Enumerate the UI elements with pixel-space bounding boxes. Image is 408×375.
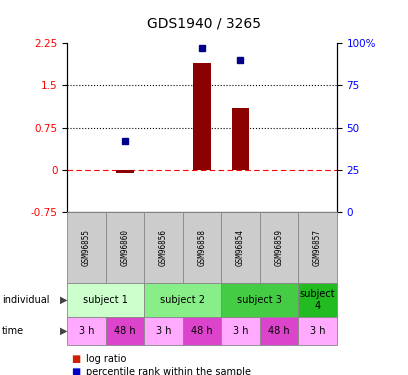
Text: 48 h: 48 h [114,326,136,336]
Text: ■: ■ [71,367,81,375]
Text: log ratio: log ratio [86,354,126,364]
Text: 48 h: 48 h [191,326,213,336]
Text: GSM96859: GSM96859 [275,229,284,266]
Text: subject 3: subject 3 [237,295,282,305]
Text: GSM96854: GSM96854 [236,229,245,266]
Text: 48 h: 48 h [268,326,290,336]
Text: GSM96855: GSM96855 [82,229,91,266]
Text: 3 h: 3 h [233,326,248,336]
Text: 3 h: 3 h [310,326,325,336]
Text: 3 h: 3 h [79,326,94,336]
Text: 3 h: 3 h [156,326,171,336]
Text: subject 1: subject 1 [83,295,128,305]
Bar [116,170,134,172]
Text: subject 2: subject 2 [160,295,205,305]
Text: GSM96858: GSM96858 [197,229,206,266]
Text: ▶: ▶ [60,295,68,305]
Text: GDS1940 / 3265: GDS1940 / 3265 [147,17,261,31]
Text: individual: individual [2,295,49,305]
Text: GSM96857: GSM96857 [313,229,322,266]
Text: percentile rank within the sample: percentile rank within the sample [86,367,251,375]
Text: subject
4: subject 4 [299,289,335,311]
Text: GSM96860: GSM96860 [120,229,129,266]
Text: time: time [2,326,24,336]
Bar [232,108,249,170]
Text: ■: ■ [71,354,81,364]
Bar [193,63,211,170]
Text: GSM96856: GSM96856 [159,229,168,266]
Text: ▶: ▶ [60,326,68,336]
